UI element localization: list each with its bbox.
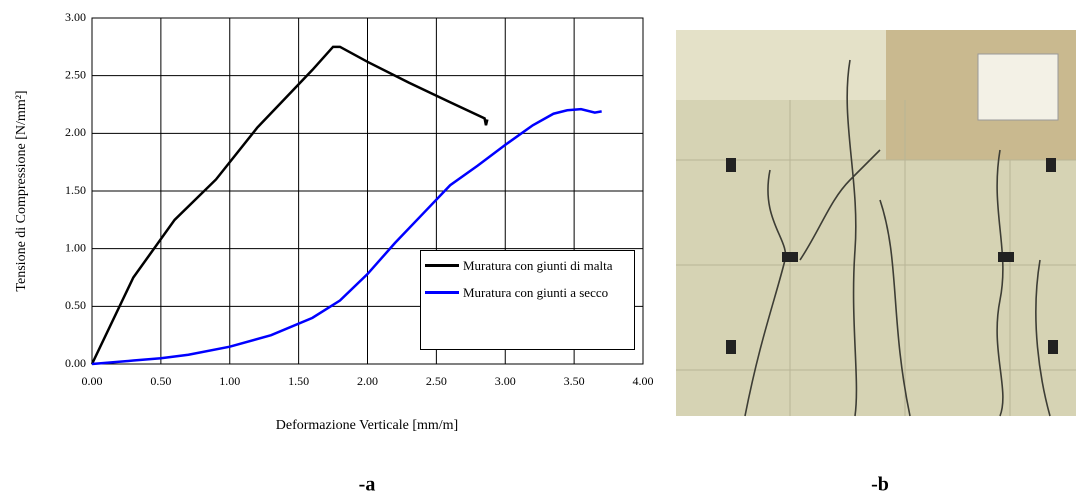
x-tick-label: 1.00 — [219, 374, 240, 388]
y-tick-label: 1.00 — [65, 240, 86, 254]
caption: -b — [871, 474, 889, 496]
legend-label: Muratura con giunti a secco — [463, 285, 609, 300]
x-tick-label: 0.50 — [150, 374, 171, 388]
y-tick-label: 0.50 — [65, 298, 86, 312]
y-tick-label: 3.00 — [65, 10, 86, 24]
x-tick-label: 1.50 — [288, 374, 309, 388]
legend-entry: Muratura con giunti a secco — [425, 284, 630, 301]
y-tick-label: 0.00 — [65, 356, 86, 370]
x-tick-label: 4.00 — [633, 374, 654, 388]
x-axis-label: Deformazione Verticale [mm/m] — [276, 418, 458, 433]
y-axis-label: Tensione di Compressione [N/mm²] — [14, 90, 29, 291]
legend-entry: Muratura con giunti di malta — [425, 257, 630, 274]
legend-label: Muratura con giunti di malta — [463, 258, 613, 273]
plot-frame — [91, 17, 644, 365]
legend-swatch — [425, 264, 459, 267]
caption: -a — [359, 474, 376, 496]
x-tick-label: 0.00 — [82, 374, 103, 388]
y-tick-label: 2.50 — [65, 67, 86, 81]
x-tick-label: 3.00 — [495, 374, 516, 388]
x-tick-label: 2.00 — [357, 374, 378, 388]
y-tick-label: 1.50 — [65, 183, 86, 197]
series-line — [91, 107, 602, 366]
x-tick-label: 2.50 — [426, 374, 447, 388]
series-line — [90, 45, 489, 365]
x-tick-label: 3.50 — [564, 374, 585, 388]
y-tick-label: 2.00 — [65, 125, 86, 139]
legend-swatch — [425, 291, 459, 294]
photo — [676, 30, 1076, 417]
legend: Muratura con giunti di malta Muratura con… — [420, 250, 635, 350]
